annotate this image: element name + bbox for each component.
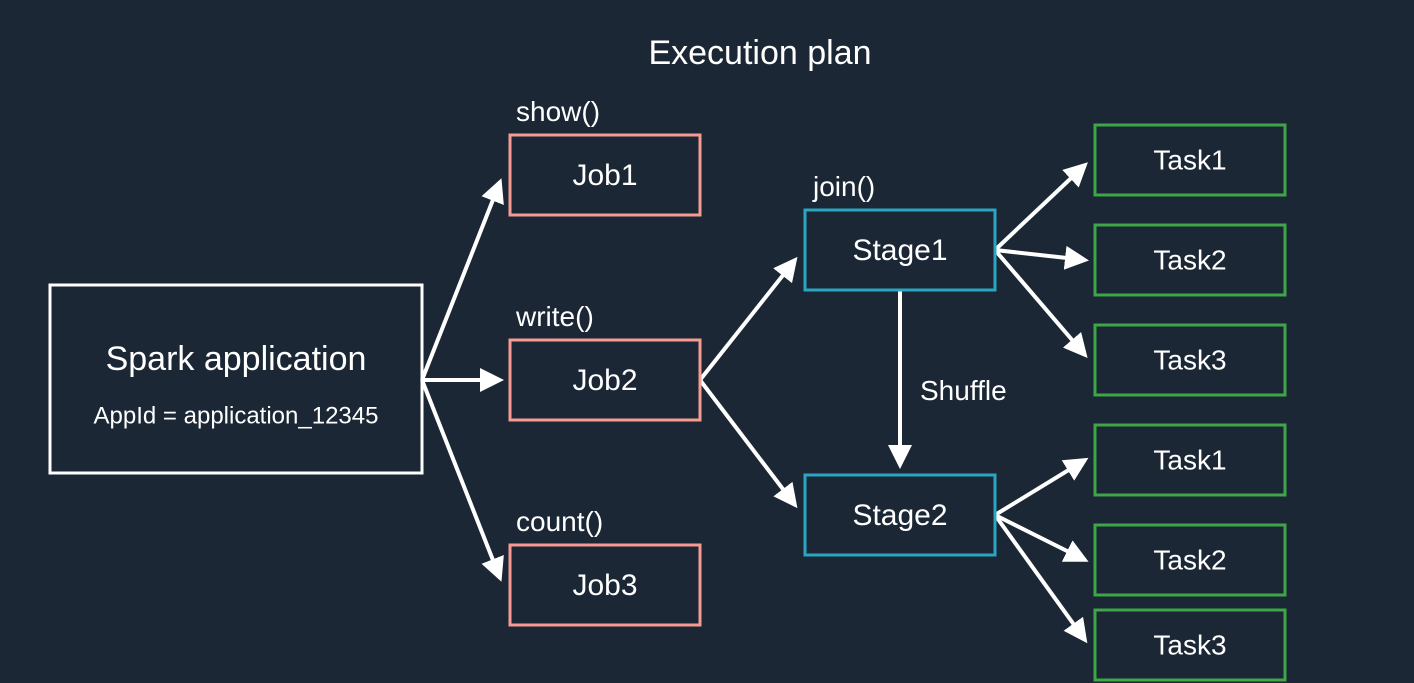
node-stage1-label: Stage1 [852,234,947,267]
edge-stage1-t1 [995,165,1085,250]
node-job2-caption: write() [515,301,594,332]
edge-stage1-t2 [995,250,1085,260]
edge-job2-stage2 [700,380,795,505]
node-s2t3-label: Task3 [1153,629,1226,660]
node-s1t3-label: Task3 [1153,344,1226,375]
node-stage1: Stage1 join() [805,171,995,290]
node-s1t2-label: Task2 [1153,244,1226,275]
node-s2t2-label: Task2 [1153,544,1226,575]
edge-stage2-t1 [995,460,1085,515]
node-job2: Job2 write() [510,301,700,420]
edge-job2-stage1 [700,260,795,380]
node-stage1-caption: join() [812,171,875,202]
node-s1t2: Task2 [1095,225,1285,295]
diagram-title: Execution plan [648,34,871,72]
execution-plan-diagram: Execution plan Shuffle Spark application… [0,0,1414,683]
node-s2t1-label: Task1 [1153,444,1226,475]
node-s1t1: Task1 [1095,125,1285,195]
edge-app-job3 [422,380,500,578]
node-job3-label: Job3 [572,569,637,602]
node-job1-caption: show() [516,96,600,127]
edge-stage1-t3 [995,250,1085,355]
edge-stage1-stage2-caption: Shuffle [920,375,1007,406]
nodes-layer: Spark application AppId = application_123… [50,96,1285,680]
node-job1: Job1 show() [510,96,700,215]
node-stage2: Stage2 [805,475,995,555]
node-s1t3: Task3 [1095,325,1285,395]
node-app-title: Spark application [106,340,367,378]
node-s2t2: Task2 [1095,525,1285,595]
edges-layer: Shuffle [422,165,1085,640]
node-app: Spark application AppId = application_123… [50,285,422,473]
node-s2t1: Task1 [1095,425,1285,495]
edge-stage2-t3 [995,515,1085,640]
node-stage2-label: Stage2 [852,499,947,532]
node-app-subtitle: AppId = application_12345 [94,402,379,429]
node-job2-label: Job2 [572,364,637,397]
edge-stage2-t2 [995,515,1085,560]
node-job3: Job3 count() [510,506,700,625]
node-s2t3: Task3 [1095,610,1285,680]
node-job3-caption: count() [516,506,603,537]
edge-app-job1 [422,182,500,380]
node-s1t1-label: Task1 [1153,144,1226,175]
node-job1-label: Job1 [572,159,637,192]
